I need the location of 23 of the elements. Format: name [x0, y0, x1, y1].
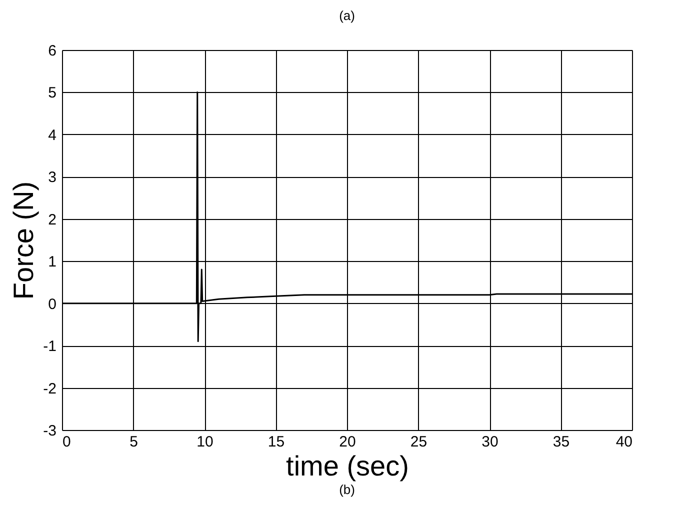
- x-tick-label: 25: [410, 434, 428, 450]
- x-tick-label: 15: [268, 434, 285, 450]
- x-tick-label: 30: [482, 434, 498, 450]
- y-tick-label: 4: [48, 126, 56, 144]
- x-tick-label: 35: [552, 434, 570, 450]
- y-tick-label: 5: [48, 84, 56, 102]
- y-axis-title: Force (N): [8, 181, 40, 300]
- y-tick-label: 2: [48, 211, 56, 228]
- y-tick-label: 1: [48, 254, 56, 271]
- text: (b): [339, 482, 355, 497]
- x-tick-label: 5: [130, 434, 138, 450]
- x-tick-label: 40: [616, 434, 632, 450]
- x-tick-label: 10: [196, 434, 214, 450]
- y-tick-label: -3: [43, 422, 56, 440]
- y-tick-label: 3: [48, 169, 56, 186]
- x-tick-label: 0: [62, 434, 71, 450]
- x-tick-label: 20: [339, 434, 356, 450]
- y-tick-label: 0: [48, 296, 56, 313]
- y-tick-label: 6: [48, 42, 56, 60]
- y-tick-label: -1: [43, 338, 56, 356]
- y-tick-label: -2: [43, 380, 56, 398]
- chart-title: (a): [339, 8, 355, 23]
- x-axis-title: time (sec): [286, 450, 409, 482]
